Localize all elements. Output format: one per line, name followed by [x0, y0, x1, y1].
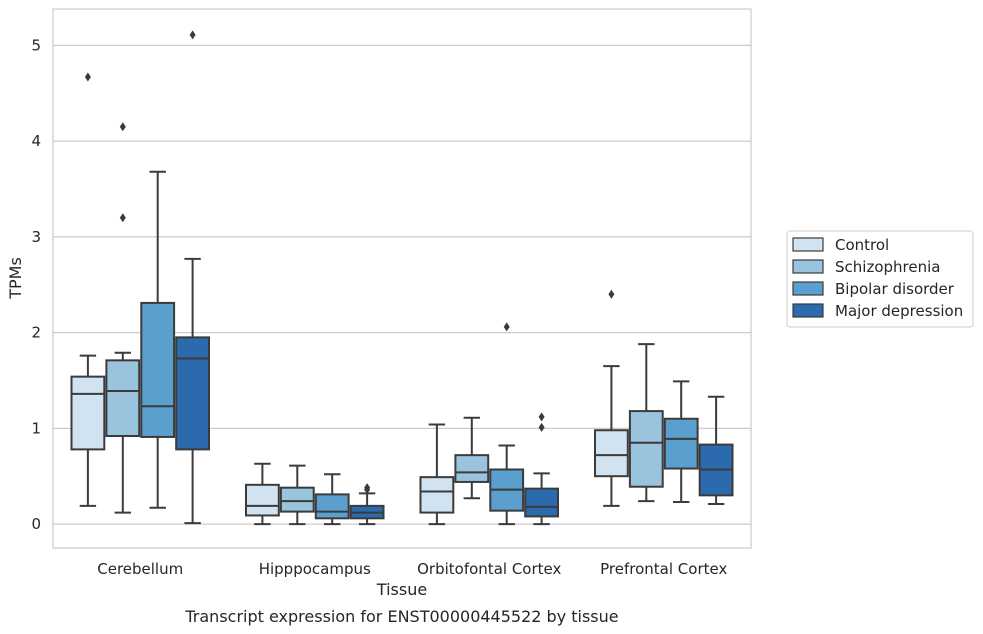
legend-swatch — [792, 303, 824, 318]
y-axis-title: TPMs — [6, 257, 25, 300]
y-tick-label: 2 — [31, 324, 41, 342]
boxes — [70, 30, 734, 526]
box-body — [105, 359, 141, 437]
box-body — [454, 454, 490, 483]
box-body — [279, 486, 315, 513]
box-body — [593, 429, 629, 478]
y-tick-label: 5 — [31, 36, 41, 54]
legend-label: Control — [835, 236, 889, 254]
y-tick-labels: 0 1 2 3 4 5 — [31, 36, 41, 533]
legend-swatch — [792, 281, 824, 296]
x-tick-label: Orbitofontal Cortex — [417, 560, 561, 578]
x-axis-title: Tissue — [376, 580, 427, 599]
box-body — [628, 410, 664, 488]
legend-label: Schizophrenia — [835, 258, 940, 276]
box-outlier — [364, 485, 371, 495]
legend-label: Bipolar disorder — [835, 280, 955, 298]
x-tick-label: Hipppocampus — [259, 560, 371, 578]
box-body — [663, 417, 699, 470]
box-outlier — [84, 72, 91, 82]
chart-caption: Transcript expression for ENST0000044552… — [184, 607, 618, 626]
y-tick-label: 3 — [31, 228, 41, 246]
box-outlier — [538, 412, 545, 422]
legend-label: Major depression — [835, 302, 963, 320]
legend: Control Schizophrenia Bipolar disorder Majo… — [786, 230, 974, 328]
y-tick-label: 1 — [31, 419, 41, 437]
box-body — [524, 487, 560, 518]
x-tick-labels: Cerebellum Hipppocampus Orbitofontal Corte… — [97, 560, 727, 578]
box-outlier — [119, 213, 126, 223]
y-tick-label: 0 — [31, 515, 41, 533]
box-outlier — [119, 122, 126, 132]
legend-frame — [786, 230, 974, 328]
box-outlier — [503, 322, 510, 332]
x-tick-label: Prefrontal Cortex — [600, 560, 727, 578]
plot-frame — [52, 8, 752, 549]
box-body — [314, 493, 350, 520]
box-body — [419, 476, 455, 514]
y-tick-label: 4 — [31, 132, 41, 150]
box-body — [140, 301, 176, 438]
box-outlier — [608, 289, 615, 299]
box-body — [244, 483, 280, 517]
legend-swatch — [792, 259, 824, 274]
box-outlier — [538, 422, 545, 432]
box-outlier — [189, 30, 196, 40]
box-body — [175, 336, 211, 451]
x-tick-label: Cerebellum — [97, 560, 183, 578]
box-body — [70, 375, 106, 451]
legend-swatch — [792, 237, 824, 252]
